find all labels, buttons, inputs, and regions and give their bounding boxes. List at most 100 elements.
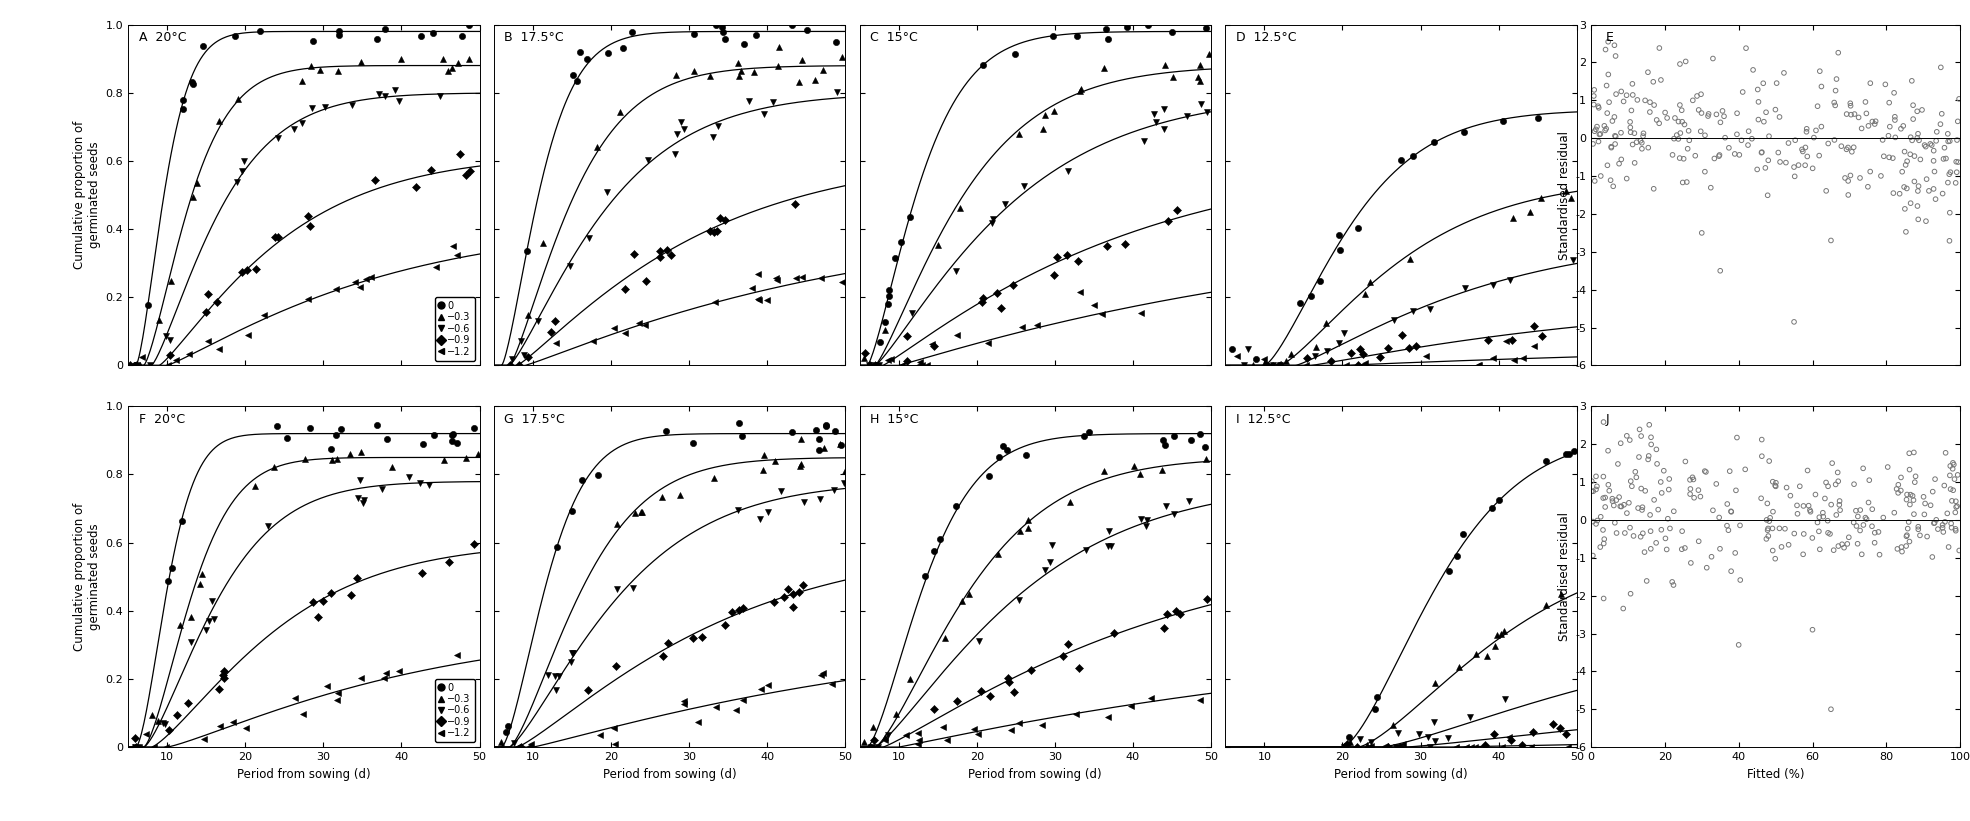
Point xyxy=(1669,152,1700,165)
Point xyxy=(1846,548,1877,561)
Point xyxy=(1830,172,1862,185)
Point xyxy=(1919,473,1950,486)
Point xyxy=(1931,507,1962,520)
Point xyxy=(1645,73,1676,86)
Y-axis label: Cumulative proportion of
germinated seeds: Cumulative proportion of germinated seed… xyxy=(73,502,100,651)
Point xyxy=(1676,94,1708,107)
Point xyxy=(1905,529,1937,542)
Point xyxy=(1838,108,1870,121)
X-axis label: Period from sowing (d): Period from sowing (d) xyxy=(236,768,370,781)
Point xyxy=(1931,152,1962,165)
Point xyxy=(1692,108,1724,121)
Point xyxy=(1824,503,1856,516)
Point xyxy=(1885,122,1917,135)
Point xyxy=(1598,110,1629,123)
Point xyxy=(1596,114,1627,127)
Point xyxy=(1834,169,1866,182)
Point xyxy=(1635,542,1667,555)
Point xyxy=(1917,550,1948,563)
Point xyxy=(1751,513,1783,526)
Point xyxy=(1893,498,1925,511)
Point xyxy=(1667,103,1698,117)
Point xyxy=(1933,127,1964,140)
Point xyxy=(1700,108,1732,121)
Point xyxy=(1883,478,1915,491)
Point xyxy=(1891,522,1923,535)
Text: C  15°C: C 15°C xyxy=(871,31,918,44)
Point xyxy=(1848,461,1879,475)
Point xyxy=(1582,514,1613,527)
Point xyxy=(1682,534,1714,548)
Point xyxy=(1808,492,1840,505)
Point xyxy=(1810,476,1842,489)
Point xyxy=(1937,494,1968,507)
Point xyxy=(1745,145,1777,158)
Point xyxy=(1594,484,1625,498)
Point xyxy=(1753,515,1785,528)
Point xyxy=(1925,61,1956,74)
Point xyxy=(1877,186,1909,200)
Point xyxy=(1639,99,1671,112)
Point xyxy=(1860,526,1891,539)
Point xyxy=(1667,115,1698,128)
Point xyxy=(1909,508,1940,521)
Point xyxy=(1891,539,1923,553)
Point xyxy=(1942,92,1970,105)
Point xyxy=(1917,485,1948,498)
Point xyxy=(1877,152,1909,165)
Point xyxy=(1873,129,1905,142)
Point xyxy=(1700,477,1732,490)
Point xyxy=(1818,133,1850,146)
Point xyxy=(1779,134,1810,147)
Point xyxy=(1751,524,1783,537)
Point xyxy=(1592,107,1623,120)
Point xyxy=(1753,530,1785,543)
Point xyxy=(1832,141,1864,154)
Point xyxy=(1895,131,1927,144)
Point xyxy=(1873,151,1905,164)
Point xyxy=(1783,158,1814,172)
Point xyxy=(1940,155,1970,168)
Point xyxy=(1753,455,1785,468)
Point xyxy=(1600,130,1631,143)
Point xyxy=(1578,83,1609,96)
Point xyxy=(1814,234,1846,247)
Point xyxy=(1730,42,1761,55)
Point xyxy=(1921,135,1952,148)
Point xyxy=(1933,135,1964,148)
Point xyxy=(1615,587,1647,600)
Point xyxy=(1592,158,1623,172)
Point xyxy=(1781,499,1812,512)
Point xyxy=(1653,483,1684,496)
Point xyxy=(1613,115,1645,128)
Point xyxy=(1741,83,1773,96)
Point xyxy=(1759,103,1791,117)
Point xyxy=(1927,521,1958,534)
Point xyxy=(1757,522,1789,535)
Point xyxy=(1615,479,1647,493)
Point xyxy=(1903,213,1935,226)
Point xyxy=(1824,494,1856,507)
Point xyxy=(1868,511,1899,524)
Point xyxy=(1613,433,1645,447)
Point xyxy=(1578,98,1609,111)
Point xyxy=(1826,538,1858,551)
Point xyxy=(1860,117,1891,131)
Point xyxy=(1680,149,1712,163)
Point xyxy=(1893,535,1925,548)
Point xyxy=(1860,115,1891,128)
Point xyxy=(1915,137,1946,150)
Point xyxy=(1645,475,1676,488)
Point xyxy=(1901,131,1933,144)
Point xyxy=(1613,496,1645,509)
Point xyxy=(1779,527,1810,540)
Point xyxy=(1582,479,1613,493)
Point xyxy=(1883,486,1915,499)
Point xyxy=(1649,106,1680,119)
Point xyxy=(1844,524,1875,537)
Point xyxy=(1795,503,1826,516)
Point xyxy=(1704,542,1736,555)
Point xyxy=(1635,95,1667,108)
Point xyxy=(1881,483,1913,496)
Point xyxy=(1647,486,1678,499)
